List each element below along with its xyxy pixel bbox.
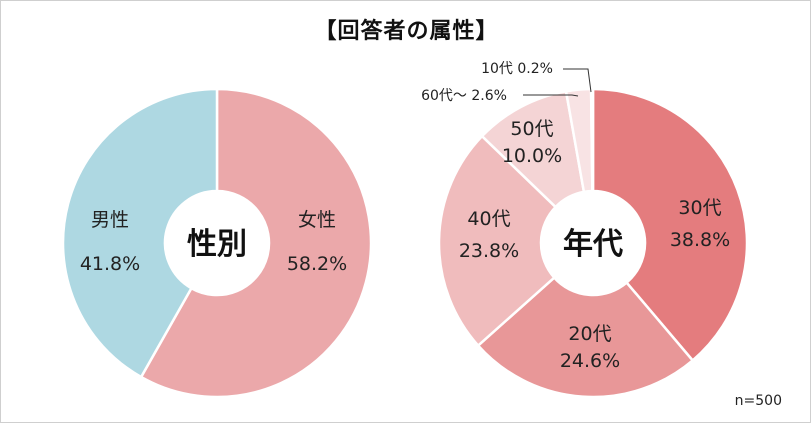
donut-center-label: 年代 bbox=[563, 227, 623, 262]
sample-size-note: n=500 bbox=[734, 393, 782, 409]
callout-label: 60代～ 2.6% bbox=[421, 88, 507, 104]
slice-category-label: 30代 bbox=[678, 197, 721, 219]
donut-center-label: 性別 bbox=[187, 227, 247, 262]
slice-category-label: 20代 bbox=[568, 323, 611, 345]
callout-label: 10代 0.2% bbox=[481, 61, 553, 77]
pie-slice bbox=[591, 87, 749, 363]
slice-category-label: 女性 bbox=[298, 209, 336, 231]
pie-slice bbox=[61, 87, 219, 379]
callout-value-label: 2.6% bbox=[467, 88, 507, 104]
callout-leader-line bbox=[523, 94, 579, 97]
callout-category-label: 60代～ bbox=[421, 88, 467, 104]
callout-leader-line bbox=[563, 68, 592, 93]
slice-category-label: 40代 bbox=[467, 208, 510, 230]
pie-slice bbox=[476, 275, 695, 399]
slice-value-label: 58.2% bbox=[287, 253, 347, 275]
callout-category-label: 10代 bbox=[481, 61, 513, 77]
pie-slice bbox=[139, 87, 373, 399]
callout-value-label: 0.2% bbox=[513, 61, 553, 77]
slice-value-label: 38.8% bbox=[670, 229, 730, 251]
slice-value-label: 10.0% bbox=[502, 145, 562, 167]
chart-title: 【回答者の属性】 bbox=[314, 19, 499, 44]
slice-value-label: 23.8% bbox=[459, 240, 519, 262]
slice-category-label: 男性 bbox=[91, 209, 129, 231]
pie-slice bbox=[589, 87, 595, 193]
slice-value-label: 24.6% bbox=[560, 350, 620, 372]
slice-value-label: 41.8% bbox=[80, 253, 140, 275]
pie-slice bbox=[437, 134, 558, 348]
slice-category-label: 50代 bbox=[510, 118, 553, 140]
